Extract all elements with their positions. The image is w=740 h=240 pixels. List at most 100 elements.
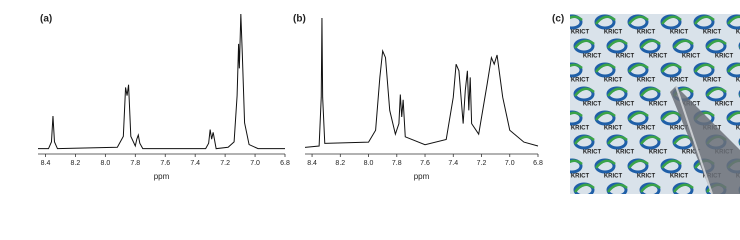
logo-swoosh xyxy=(595,159,616,169)
logo-swoosh xyxy=(640,183,661,193)
x-tick-label: 6.8 xyxy=(533,160,543,167)
logo-text: KRICT xyxy=(703,78,722,84)
logo-swoosh xyxy=(694,63,715,73)
logo-text: KRICT xyxy=(670,30,689,36)
logo-swoosh xyxy=(570,15,583,22)
logo-text: KRICT xyxy=(703,30,722,36)
logo-swoosh xyxy=(673,183,694,193)
logo-text: KRICT xyxy=(604,126,623,132)
x-tick-label: 8.2 xyxy=(71,160,81,167)
logo-swoosh xyxy=(595,15,616,25)
spectrum-line xyxy=(38,13,285,150)
panel-label: (b) xyxy=(293,14,306,25)
logo-text: KRICT xyxy=(649,102,668,108)
logo-swoosh xyxy=(661,159,682,169)
x-tick-label: 8.0 xyxy=(364,160,374,167)
logo-swoosh xyxy=(595,111,616,121)
logo-swoosh xyxy=(727,111,740,121)
x-tick-label: 8.0 xyxy=(100,160,110,167)
logo-text: KRICT xyxy=(583,150,602,156)
spectrum-line xyxy=(304,17,539,148)
logo-swoosh xyxy=(640,87,661,97)
logo-swoosh xyxy=(628,159,649,169)
logo-text: KRICT xyxy=(616,102,635,108)
panel-label: (c) xyxy=(552,14,564,25)
x-tick-label: 8.4 xyxy=(41,160,51,167)
logo-text: KRICT xyxy=(571,126,590,132)
logo-swoosh xyxy=(570,111,583,118)
logo-text: KRICT xyxy=(583,102,602,108)
logo-swoosh xyxy=(661,63,682,73)
x-tick-label: 7.6 xyxy=(420,160,430,167)
logo-text: KRICT xyxy=(637,126,656,132)
logo-swoosh xyxy=(607,135,628,145)
logo-swoosh xyxy=(607,39,628,49)
logo-swoosh xyxy=(640,39,661,49)
logo-text: KRICT xyxy=(616,54,635,60)
logo-text: KRICT xyxy=(682,54,701,60)
logo-swoosh xyxy=(570,159,583,166)
logo-text: KRICT xyxy=(649,150,668,156)
logo-text: KRICT xyxy=(583,54,602,60)
panel-label: (a) xyxy=(40,14,52,25)
logo-text: KRICT xyxy=(637,78,656,84)
logo-text: KRICT xyxy=(736,78,740,84)
logo-swoosh xyxy=(574,183,595,193)
logo-swoosh xyxy=(574,135,595,145)
x-tick-label: 8.4 xyxy=(307,160,317,167)
logo-text: KRICT xyxy=(670,126,689,132)
x-tick-label: 6.8 xyxy=(280,160,290,167)
x-tick-label: 7.2 xyxy=(477,160,487,167)
logo-swoosh xyxy=(607,183,628,193)
logo-text: KRICT xyxy=(604,78,623,84)
logo-text: KRICT xyxy=(682,150,701,156)
logo-swoosh xyxy=(574,39,595,49)
x-tick-label: 7.6 xyxy=(160,160,170,167)
x-tick-label: 7.2 xyxy=(220,160,230,167)
x-axis-label: ppm xyxy=(154,172,170,181)
photo: KRICT KRICT KRICT KRICT KRICT KRICT KRICT KRICT… xyxy=(570,14,740,194)
logo-swoosh xyxy=(727,63,740,73)
logo-swoosh xyxy=(706,87,727,97)
x-tick-label: 7.0 xyxy=(505,160,515,167)
logo-text: KRICT xyxy=(715,54,734,60)
logo-text: KRICT xyxy=(637,30,656,36)
logo-text: KRICT xyxy=(670,174,689,180)
logo-swoosh xyxy=(661,15,682,25)
logo-swoosh xyxy=(706,39,727,49)
logo-swoosh xyxy=(727,15,740,25)
logo-text: KRICT xyxy=(736,30,740,36)
logo-text: KRICT xyxy=(571,30,590,36)
x-tick-label: 7.4 xyxy=(448,160,458,167)
pen-edge xyxy=(675,85,713,194)
logo-swoosh xyxy=(570,63,583,70)
logo-text: KRICT xyxy=(736,126,740,132)
logo-swoosh xyxy=(628,111,649,121)
logo-text: KRICT xyxy=(616,150,635,156)
logo-text: KRICT xyxy=(571,174,590,180)
logo-swoosh xyxy=(673,39,694,49)
logo-text: KRICT xyxy=(604,174,623,180)
x-tick-label: 7.8 xyxy=(392,160,402,167)
logo-text: KRICT xyxy=(571,78,590,84)
logo-swoosh xyxy=(640,135,661,145)
logo-text: KRICT xyxy=(715,102,734,108)
x-tick-label: 7.8 xyxy=(130,160,140,167)
logo-swoosh xyxy=(595,63,616,73)
x-tick-label: 8.2 xyxy=(335,160,345,167)
logo-text: KRICT xyxy=(670,78,689,84)
logo-swoosh xyxy=(628,63,649,73)
logo-text: KRICT xyxy=(637,174,656,180)
logo-swoosh xyxy=(574,87,595,97)
x-tick-label: 7.0 xyxy=(250,160,260,167)
logo-swoosh xyxy=(661,111,682,121)
logo-swoosh xyxy=(694,15,715,25)
figure: (c) KRICTKRICTKRICTKRICTKRICTKRICTKRICTK… xyxy=(38,13,740,194)
x-axis-label: ppm xyxy=(414,172,430,181)
logo-swoosh xyxy=(628,15,649,25)
pen xyxy=(670,86,740,194)
logo-swoosh xyxy=(607,87,628,97)
x-tick-label: 7.4 xyxy=(190,160,200,167)
logo-text: KRICT xyxy=(649,54,668,60)
logo-text: KRICT xyxy=(604,30,623,36)
